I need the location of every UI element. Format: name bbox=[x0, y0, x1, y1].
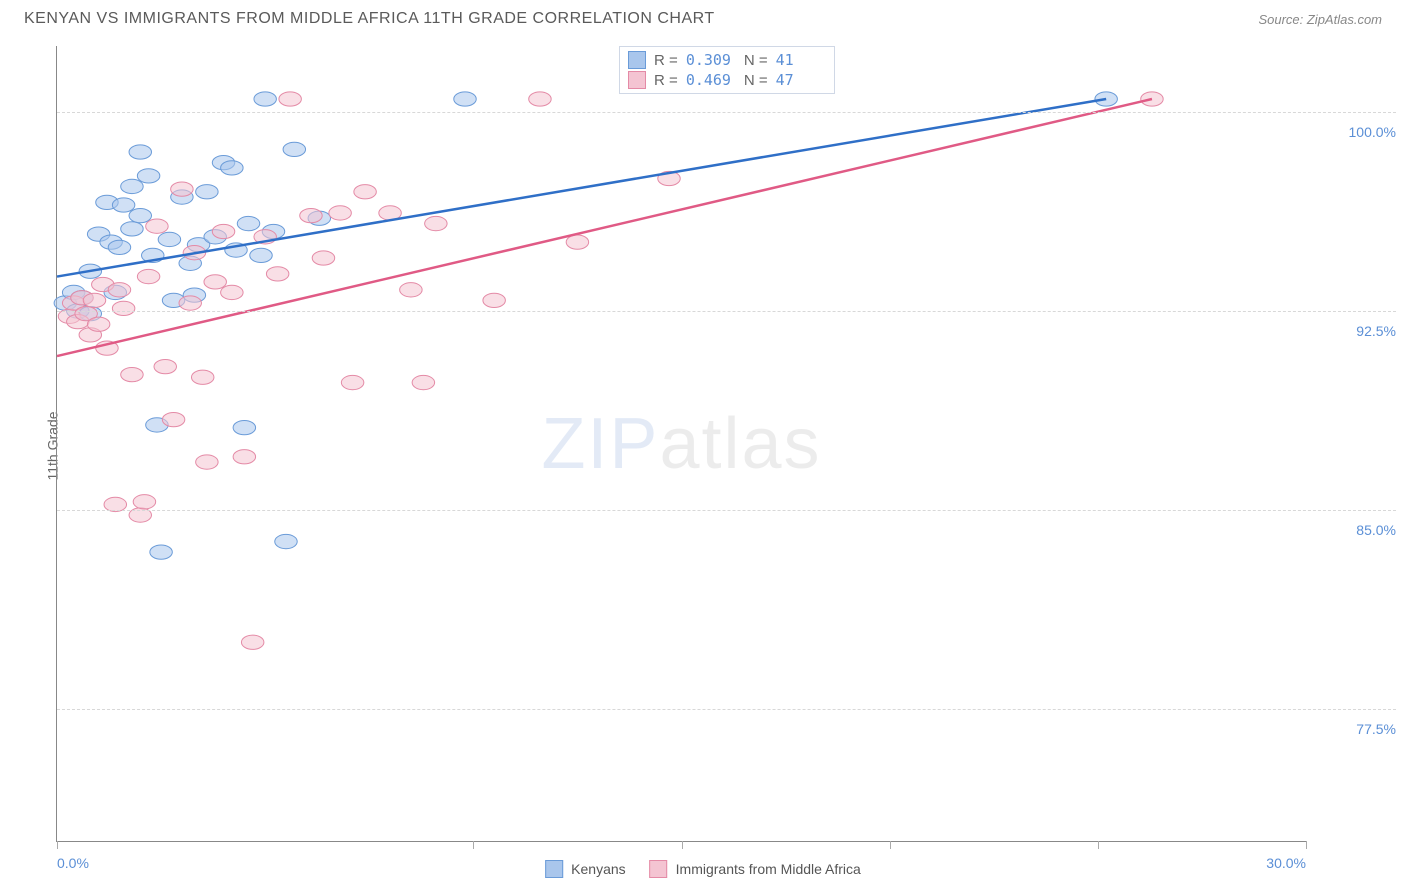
x-tick bbox=[682, 841, 683, 849]
legend-label: Kenyans bbox=[571, 861, 625, 877]
scatter-point bbox=[529, 92, 551, 106]
scatter-point bbox=[283, 142, 305, 156]
scatter-point bbox=[154, 359, 176, 373]
stats-legend-row: R = 0.469 N = 47 bbox=[628, 71, 826, 89]
scatter-point bbox=[108, 240, 130, 254]
y-tick-label: 77.5% bbox=[1316, 721, 1396, 737]
scatter-point bbox=[133, 495, 155, 509]
chart-title: KENYAN VS IMMIGRANTS FROM MIDDLE AFRICA … bbox=[24, 10, 715, 28]
scatter-point bbox=[483, 293, 505, 307]
chart-container: ZIPatlas R =0.309N =41R =0.469N =47 77.5… bbox=[56, 46, 1306, 842]
scatter-point bbox=[454, 92, 476, 106]
stat-r-value: 0.309 bbox=[686, 51, 736, 69]
scatter-point bbox=[566, 235, 588, 249]
legend-item: Kenyans bbox=[545, 860, 625, 878]
y-tick-label: 85.0% bbox=[1316, 522, 1396, 538]
stat-r-label: R = bbox=[654, 52, 678, 69]
stat-n-label: N = bbox=[744, 52, 768, 69]
legend-swatch bbox=[628, 51, 646, 69]
scatter-point bbox=[191, 370, 213, 384]
legend-swatch bbox=[545, 860, 563, 878]
scatter-point bbox=[162, 412, 184, 426]
stat-n-value: 47 bbox=[776, 71, 826, 89]
stats-legend-row: R = 0.309 N = 41 bbox=[628, 51, 826, 69]
scatter-point bbox=[400, 283, 422, 297]
scatter-point bbox=[112, 301, 134, 315]
y-tick-label: 100.0% bbox=[1316, 124, 1396, 140]
bottom-legend: Kenyans Immigrants from Middle Africa bbox=[545, 860, 861, 878]
legend-item: Immigrants from Middle Africa bbox=[650, 860, 861, 878]
scatter-point bbox=[300, 208, 322, 222]
x-tick-label: 0.0% bbox=[57, 855, 89, 871]
scatter-point bbox=[121, 179, 143, 193]
scatter-point bbox=[158, 232, 180, 246]
legend-label: Immigrants from Middle Africa bbox=[676, 861, 861, 877]
scatter-point bbox=[137, 169, 159, 183]
scatter-point bbox=[87, 317, 109, 331]
scatter-point bbox=[129, 145, 151, 159]
chart-header: KENYAN VS IMMIGRANTS FROM MIDDLE AFRICA … bbox=[0, 0, 1406, 36]
scatter-point bbox=[221, 161, 243, 175]
scatter-point bbox=[121, 222, 143, 236]
scatter-point bbox=[171, 182, 193, 196]
scatter-point bbox=[196, 185, 218, 199]
x-tick bbox=[1098, 841, 1099, 849]
legend-swatch bbox=[628, 71, 646, 89]
scatter-point bbox=[233, 450, 255, 464]
scatter-point bbox=[237, 216, 259, 230]
x-tick-label: 30.0% bbox=[1266, 855, 1306, 871]
scatter-point bbox=[266, 267, 288, 281]
stat-n-value: 41 bbox=[776, 51, 826, 69]
x-tick bbox=[1306, 841, 1307, 849]
scatter-svg bbox=[57, 46, 1306, 841]
scatter-point bbox=[279, 92, 301, 106]
scatter-point bbox=[250, 248, 272, 262]
chart-source: Source: ZipAtlas.com bbox=[1258, 12, 1382, 27]
scatter-point bbox=[108, 283, 130, 297]
plot-area: ZIPatlas R =0.309N =41R =0.469N =47 77.5… bbox=[56, 46, 1306, 842]
scatter-point bbox=[354, 185, 376, 199]
legend-swatch bbox=[650, 860, 668, 878]
x-tick bbox=[890, 841, 891, 849]
scatter-point bbox=[150, 545, 172, 559]
scatter-point bbox=[341, 375, 363, 389]
scatter-point bbox=[233, 420, 255, 434]
scatter-point bbox=[275, 534, 297, 548]
scatter-point bbox=[179, 296, 201, 310]
scatter-point bbox=[83, 293, 105, 307]
scatter-point bbox=[137, 269, 159, 283]
scatter-point bbox=[204, 275, 226, 289]
y-tick-label: 92.5% bbox=[1316, 323, 1396, 339]
x-tick bbox=[57, 841, 58, 849]
scatter-point bbox=[129, 208, 151, 222]
scatter-point bbox=[146, 219, 168, 233]
scatter-point bbox=[112, 198, 134, 212]
scatter-point bbox=[196, 455, 218, 469]
scatter-point bbox=[1095, 92, 1117, 106]
scatter-point bbox=[412, 375, 434, 389]
stat-r-value: 0.469 bbox=[686, 71, 736, 89]
scatter-point bbox=[329, 206, 351, 220]
scatter-point bbox=[312, 251, 334, 265]
gridline-h bbox=[57, 112, 1396, 113]
scatter-point bbox=[425, 216, 447, 230]
scatter-point bbox=[254, 92, 276, 106]
scatter-point bbox=[221, 285, 243, 299]
stat-n-label: N = bbox=[744, 72, 768, 89]
stat-r-label: R = bbox=[654, 72, 678, 89]
scatter-point bbox=[121, 367, 143, 381]
x-tick bbox=[473, 841, 474, 849]
stats-legend: R = 0.309 N = 41 R = 0.469 N = 47 bbox=[619, 46, 835, 94]
gridline-h bbox=[57, 311, 1396, 312]
scatter-point bbox=[212, 224, 234, 238]
gridline-h bbox=[57, 510, 1396, 511]
gridline-h bbox=[57, 709, 1396, 710]
scatter-point bbox=[241, 635, 263, 649]
